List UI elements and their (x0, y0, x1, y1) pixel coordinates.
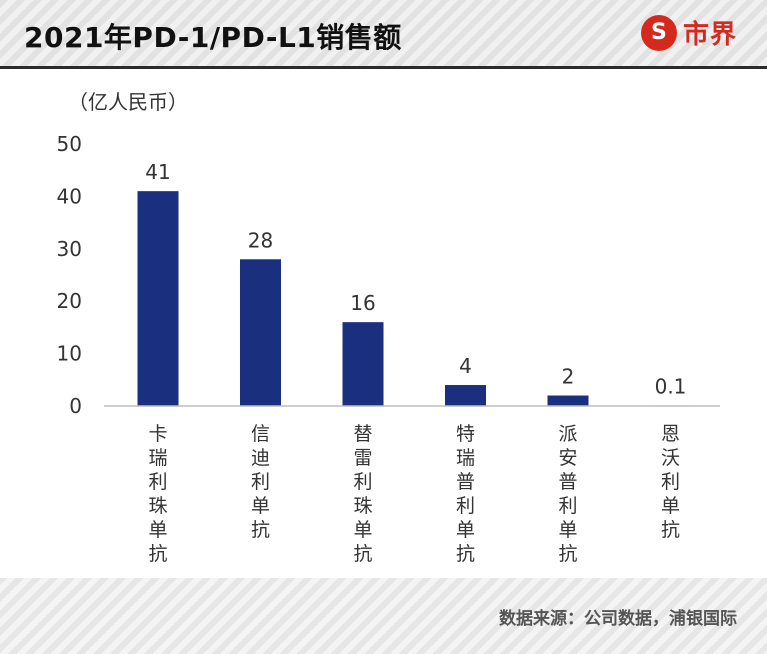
bar (547, 395, 589, 406)
page-title: 2021年PD-1/PD-L1销售额 (24, 21, 402, 54)
logo-text: 市界 (682, 20, 737, 50)
x-tick-label: 信迪利单抗 (251, 423, 270, 541)
y-tick-label: 20 (57, 289, 82, 313)
header-bar: 2021年PD-1/PD-L1销售额 S 市界 (0, 0, 767, 69)
y-tick-label: 0 (69, 394, 82, 418)
x-tick-label: 派安普利单抗 (558, 423, 577, 565)
bar-chart: （亿人民币） 0 10 20 30 40 50 41 卡瑞利珠单抗 28 信迪利单抗 16 替雷利珠单抗… (57, 90, 720, 565)
y-tick-label: 40 (57, 184, 82, 208)
x-tick-label: 替雷利珠单抗 (353, 423, 372, 565)
source-note: 数据来源：公司数据，浦银国际 (499, 609, 737, 629)
data-label: 4 (459, 354, 472, 378)
bar (445, 385, 486, 406)
y-tick-label: 50 (57, 132, 82, 156)
x-tick-label: 卡瑞利珠单抗 (148, 423, 167, 565)
brand-logo: S 市界 (640, 14, 737, 51)
data-label: 0.1 (655, 374, 687, 398)
x-tick-label: 特瑞普利单抗 (456, 423, 475, 565)
bar (342, 322, 384, 406)
data-label: 2 (562, 365, 575, 389)
bar (137, 191, 179, 406)
chart-panel: （亿人民币） 0 10 20 30 40 50 41 卡瑞利珠单抗 28 信迪利单抗 16 替雷利珠单抗… (0, 69, 767, 578)
data-label: 41 (145, 160, 170, 184)
logo-mark-icon: S (640, 14, 677, 51)
data-label: 16 (350, 291, 375, 315)
footer: 数据来源：公司数据，浦银国际 (0, 578, 767, 654)
y-tick-label: 10 (57, 342, 82, 366)
data-label: 28 (248, 228, 273, 252)
x-tick-label: 恩沃利单抗 (661, 423, 680, 541)
unit-label: （亿人民币） (68, 90, 188, 114)
y-tick-label: 30 (57, 237, 82, 261)
bar (240, 259, 281, 406)
